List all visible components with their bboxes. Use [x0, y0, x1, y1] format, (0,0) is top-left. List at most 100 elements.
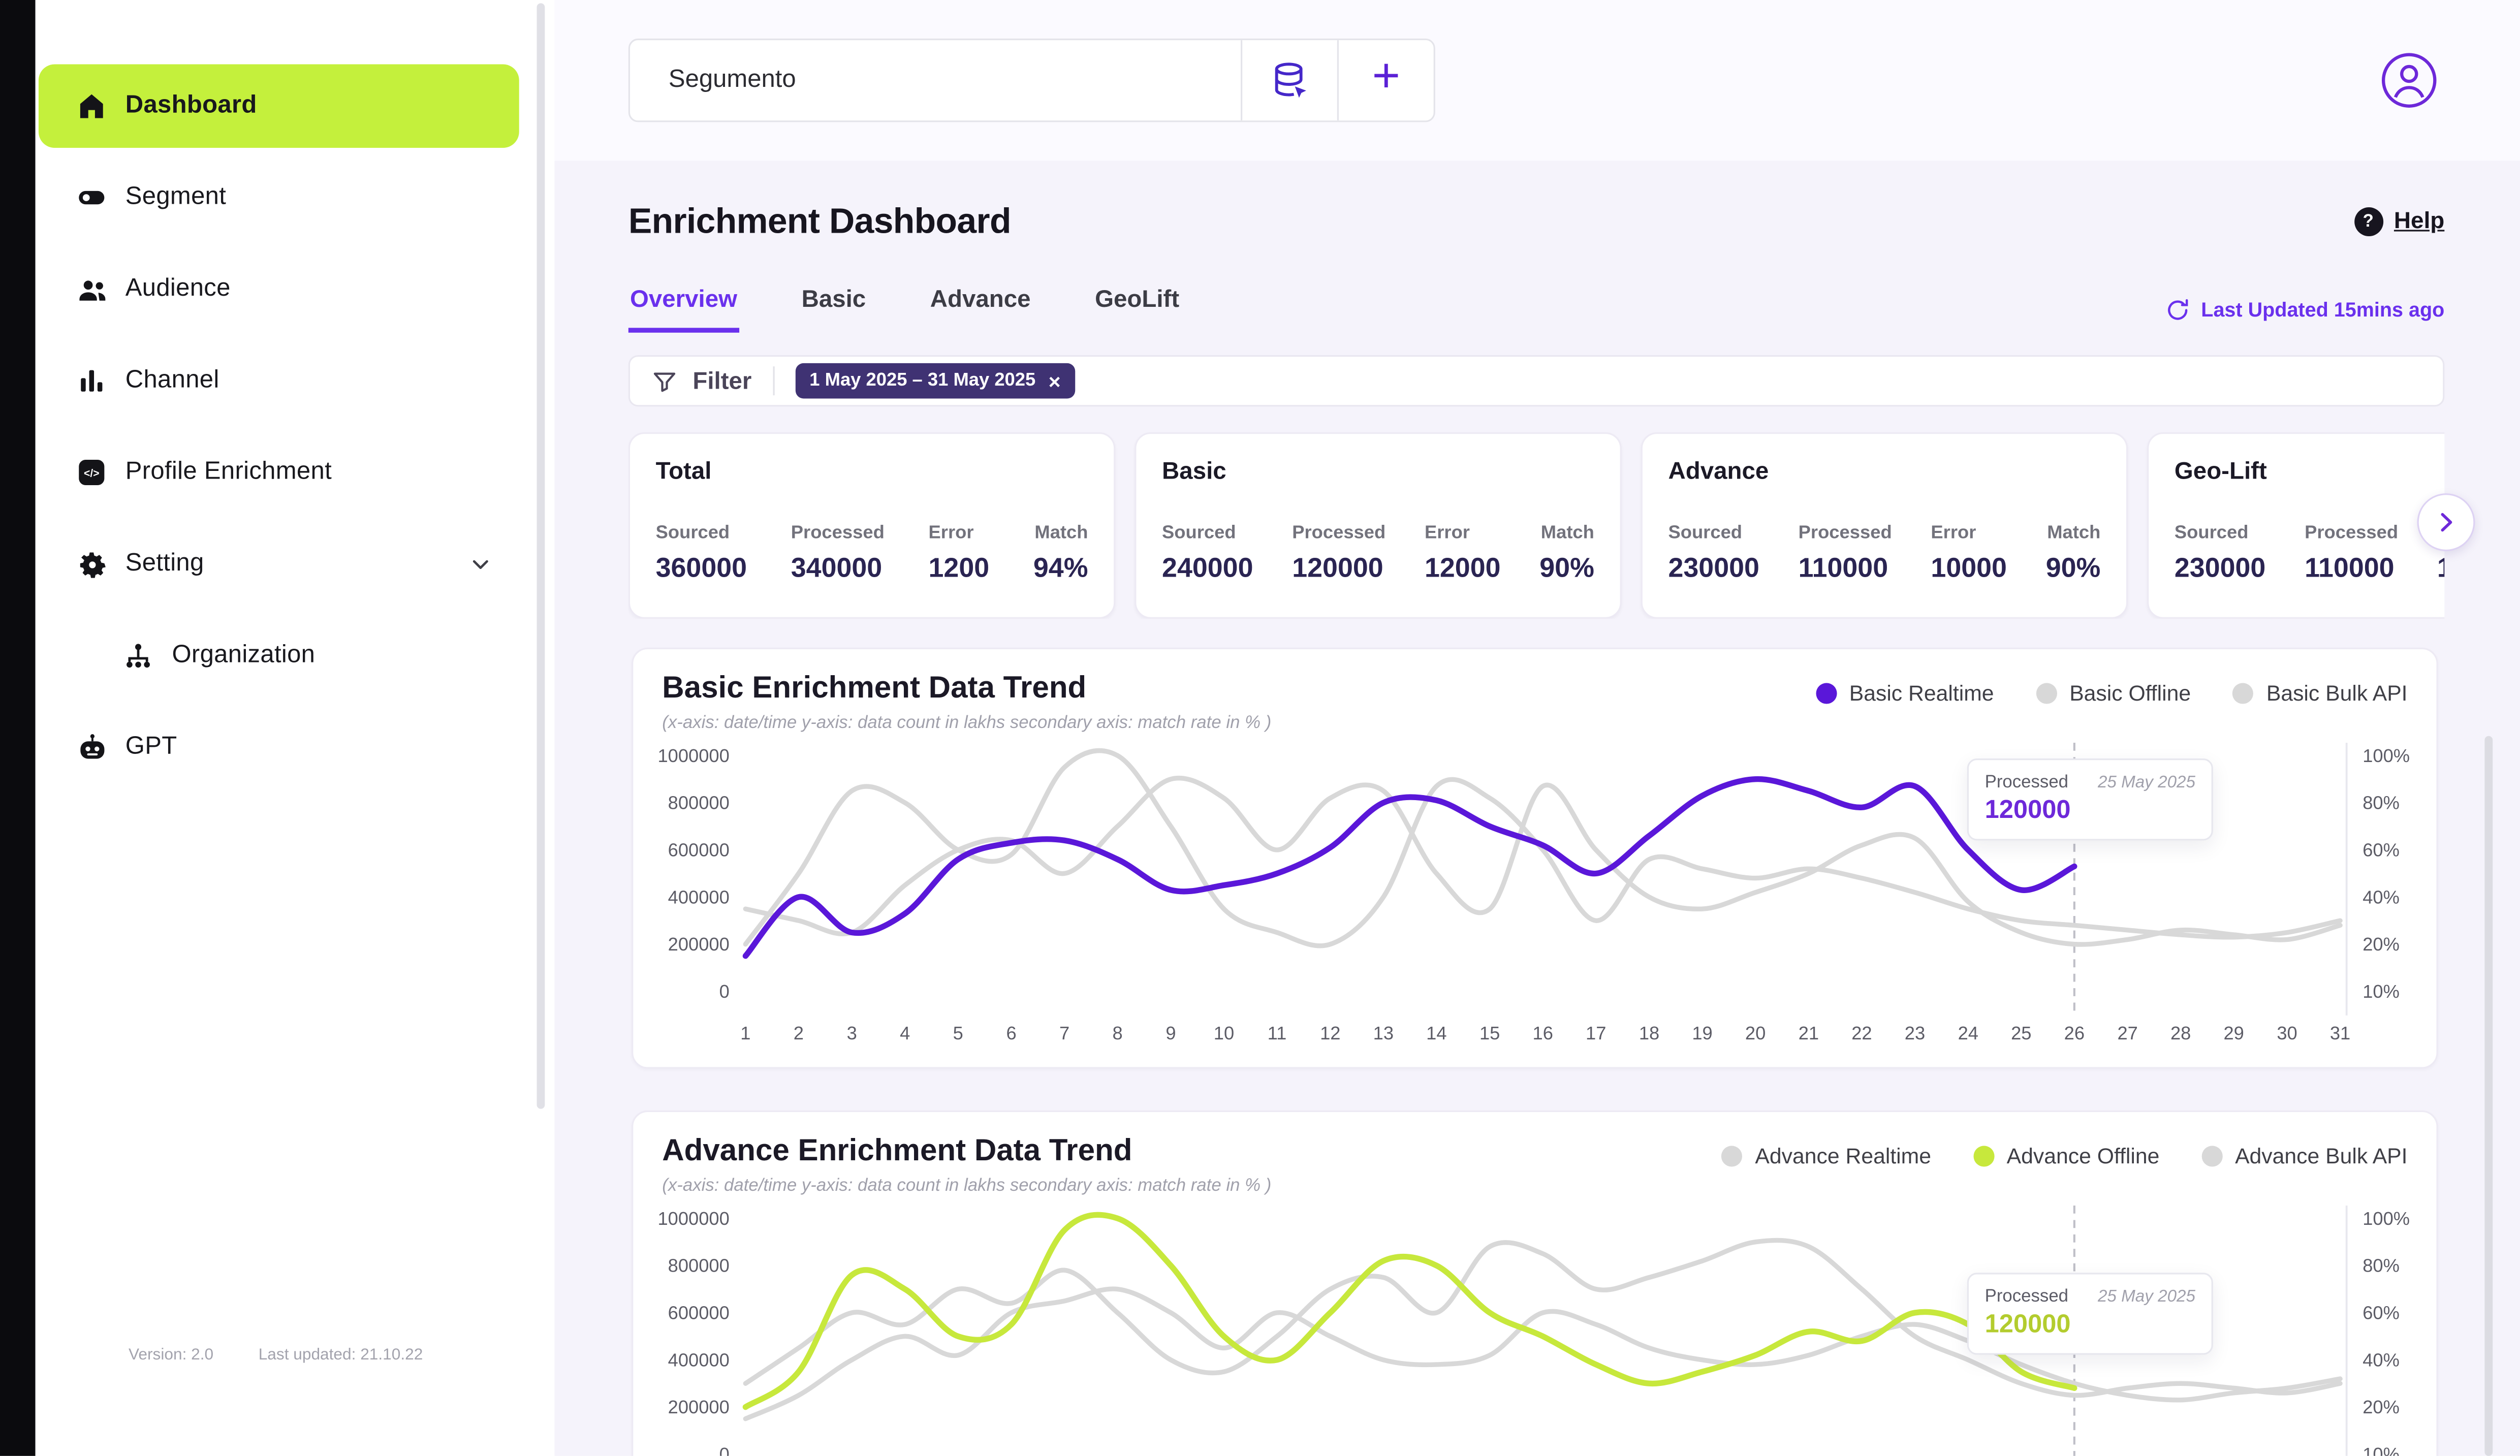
metric-processed: Processed 110000 [1799, 524, 1892, 585]
chip-close-icon[interactable]: × [1048, 368, 1061, 393]
refresh-icon [2167, 298, 2187, 320]
metric-label: Sourced [2174, 524, 2249, 544]
x-axis-tick: 12 [1320, 1023, 1340, 1043]
metric-label: Error [1424, 524, 1470, 544]
legend-label: Basic Offline [2069, 681, 2191, 706]
y-axis-tick: 0 [719, 981, 730, 1002]
add-workspace-button[interactable]: + [1337, 40, 1434, 121]
sidebar-item-label: Profile Enrichment [125, 458, 332, 486]
tab-basic[interactable]: Basic [800, 286, 867, 333]
date-filter-chip[interactable]: 1 May 2025 – 31 May 2025 × [795, 363, 1076, 399]
chart-legend: Basic Realtime Basic Offline Basic Bulk AP… [1815, 681, 2408, 706]
tab-geolift[interactable]: GeoLift [1093, 286, 1181, 333]
metric-sourced: Sourced 240000 [1162, 524, 1253, 585]
page-head: Enrichment Dashboard ? Help [628, 201, 2444, 242]
tabs-row: Overview Basic Advance GeoLift Last Updated… [628, 286, 2444, 333]
code-icon: </> [74, 455, 110, 490]
stat-card-title: Total [655, 458, 712, 486]
y-axis-tick: 1000000 [657, 745, 729, 766]
page-title: Enrichment Dashboard [628, 201, 1012, 241]
chart-tooltip: Processed 25 May 2025 120000 [1967, 1273, 2213, 1355]
last-updated-text: Last Updated 15mins ago [2201, 298, 2445, 321]
y-axis-tick: 800000 [668, 793, 730, 813]
x-axis-tick: 11 [1268, 1023, 1287, 1043]
workspace-selector[interactable]: Segumento + [628, 38, 1435, 122]
cards-next-button[interactable] [2417, 493, 2475, 551]
sidebar-footer: Version: 2.0 Last updated: 21.10.22 [36, 1347, 555, 1365]
metric-label: Match [1034, 524, 1088, 544]
x-axis-tick: 7 [1059, 1023, 1069, 1043]
chart-title: Basic Enrichment Data Trend [662, 672, 1087, 706]
tab-advance[interactable]: Advance [929, 286, 1032, 333]
sidebar-nav: Dashboard Segment Audience Channel </> Profil… [36, 0, 555, 789]
chevron-down-icon [468, 551, 494, 577]
metric-value: 90% [1539, 553, 1594, 584]
x-axis-tick: 20 [1745, 1023, 1766, 1043]
x-axis-tick: 17 [1586, 1023, 1606, 1043]
y-axis-tick: 200000 [668, 1397, 730, 1417]
stat-card-title: Basic [1162, 458, 1226, 486]
legend-dot [2232, 683, 2254, 704]
y-axis-tick: 400000 [668, 1349, 730, 1370]
x-axis-tick: 31 [2330, 1023, 2350, 1043]
y2-axis-tick: 10% [2362, 981, 2400, 1002]
sidebar-item-channel[interactable]: Channel [39, 339, 519, 422]
page-scrollbar[interactable] [2484, 736, 2493, 1456]
tooltip-date: 25 May 2025 [2097, 773, 2196, 793]
x-axis-tick: 5 [953, 1023, 963, 1043]
sidebar-item-gpt[interactable]: GPT [39, 706, 519, 789]
sidebar-item-segment[interactable]: Segment [39, 156, 519, 239]
filter-funnel-icon [651, 367, 678, 395]
tabs: Overview Basic Advance GeoLift [628, 286, 1181, 333]
y-axis-tick: 1000000 [657, 1208, 729, 1229]
bar-chart-icon [74, 363, 110, 399]
x-axis-tick: 15 [1479, 1023, 1500, 1043]
line-chart: 1000000 800000 600000 400000 200000 0 100% 80% 6… [657, 1206, 2410, 1456]
x-axis-tick: 29 [2224, 1023, 2244, 1043]
x-axis-tick: 28 [2170, 1023, 2191, 1043]
tab-overview[interactable]: Overview [628, 286, 739, 333]
y2-axis-tick: 40% [2362, 1349, 2400, 1370]
sidebar-item-setting[interactable]: Setting [39, 522, 519, 606]
series-advance-offline [742, 1212, 2077, 1410]
sidebar-item-label: Segment [125, 183, 227, 211]
metric-match: Match 90% [2046, 524, 2101, 585]
sidebar-item-organization[interactable]: Organization [39, 614, 519, 697]
x-axis-tick: 2 [794, 1023, 804, 1043]
chart-subtitle: (x-axis: date/time y-axis: data count in… [662, 1176, 1272, 1196]
stat-card-title: Geo-Lift [2174, 458, 2267, 486]
refresh-last-updated[interactable]: Last Updated 15mins ago [2164, 297, 2445, 323]
stat-card-metrics: Sourced230000Processed110000Error10000Ma… [2175, 524, 2444, 585]
data-source-button[interactable] [1241, 40, 1337, 121]
sidebar: Dashboard Segment Audience Channel </> Profil… [35, 0, 555, 1456]
legend-item-basic-bulk-api: Basic Bulk API [2232, 681, 2408, 706]
x-axis-tick: 23 [1905, 1023, 1925, 1043]
sidebar-item-audience[interactable]: Audience [39, 247, 519, 331]
x-axis-tick: 14 [1426, 1023, 1446, 1043]
metric-label: Match [1540, 524, 1594, 544]
sidebar-scrollbar[interactable] [537, 3, 545, 1109]
legend-item-basic-realtime: Basic Realtime [1815, 681, 1994, 706]
sidebar-item-label: Dashboard [125, 91, 257, 119]
sidebar-item-profile-enrichment[interactable]: </> Profile Enrichment [39, 431, 519, 514]
main-area: Segumento + [554, 0, 2520, 1456]
y2-axis-tick: 60% [2362, 1303, 2400, 1323]
svg-text:</>: </> [84, 468, 99, 480]
metric-error: Error 1200 [929, 524, 990, 585]
metric-label: Processed [2305, 524, 2399, 544]
y-axis-tick: 800000 [668, 1255, 730, 1276]
user-avatar[interactable] [2380, 51, 2438, 109]
stat-card-advance: Advance Sourced 230000 Processed 110000 Error… [1641, 432, 2128, 619]
sidebar-item-label: Setting [125, 549, 204, 577]
help-link[interactable]: ? Help [2353, 207, 2444, 236]
metric-processed: Processed 110000 [2305, 524, 2398, 585]
sidebar-item-dashboard[interactable]: Dashboard [38, 64, 519, 148]
legend-label: Advance Bulk API [2235, 1144, 2408, 1168]
last-updated-label: Last updated: 21.10.22 [258, 1346, 423, 1365]
metric-sourced: Sourced 230000 [2175, 524, 2265, 585]
metric-match: Match 94% [1033, 524, 1088, 585]
org-chart-icon [120, 638, 156, 674]
metric-value: 120000 [1292, 553, 1383, 584]
x-axis-tick: 24 [1958, 1023, 1978, 1043]
x-axis-tick: 10 [1214, 1023, 1234, 1043]
